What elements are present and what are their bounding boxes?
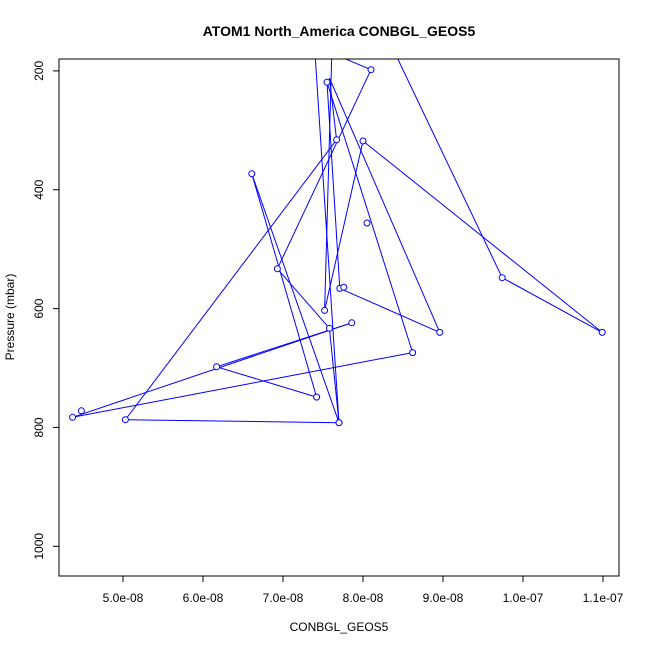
data-point <box>367 66 375 74</box>
x-tick-label: 7.0e-08 <box>263 591 304 605</box>
data-point <box>359 137 367 145</box>
series-segment <box>216 366 317 398</box>
chart-title: ATOM1 North_America CONBGL_GEOS5 <box>203 23 476 39</box>
series-segment <box>328 77 441 333</box>
series-segment <box>324 140 364 311</box>
x-axis-label: CONBGL_GEOS5 <box>290 620 389 634</box>
series-segment <box>344 59 372 71</box>
data-point <box>598 328 606 336</box>
y-axis: 200 400 600 800 1000 <box>32 61 59 560</box>
data-point <box>321 306 329 314</box>
data-point <box>348 319 356 327</box>
series-segment <box>276 69 372 270</box>
y-tick-label: 200 <box>32 61 46 81</box>
data-point <box>363 219 371 227</box>
data-point <box>121 416 129 424</box>
data-point <box>325 324 333 332</box>
data-point <box>333 136 341 144</box>
plot-area <box>69 59 606 427</box>
data-point <box>409 349 417 357</box>
series-segment <box>125 139 337 421</box>
y-tick-label: 600 <box>32 298 46 318</box>
data-point <box>335 419 343 427</box>
x-axis: 5.0e-08 6.0e-08 7.0e-08 8.0e-08 9.0e-08 1.0e-… <box>103 576 624 605</box>
data-point <box>340 283 348 291</box>
series-segment <box>251 173 318 398</box>
series-segment <box>72 322 352 418</box>
x-tick-label: 1.0e-07 <box>503 591 544 605</box>
plot-frame <box>58 58 620 577</box>
x-tick-label: 8.0e-08 <box>343 591 384 605</box>
data-point <box>436 328 444 336</box>
series-segment <box>277 268 330 329</box>
y-axis-label: Pressure (mbar) <box>3 274 17 361</box>
data-point <box>273 265 281 273</box>
data-point <box>213 363 221 371</box>
y-tick-label: 800 <box>32 417 46 437</box>
series-segment <box>324 59 333 311</box>
data-point <box>313 393 321 401</box>
x-tick-label: 9.0e-08 <box>423 591 464 605</box>
series-segment <box>326 82 414 353</box>
y-tick-label: 400 <box>32 179 46 199</box>
series-segment <box>339 287 441 333</box>
data-point <box>498 274 506 282</box>
series-segment <box>251 173 340 423</box>
data-point <box>77 407 85 415</box>
series-segment <box>328 328 340 423</box>
series-segment <box>397 59 503 278</box>
series-segment <box>501 277 603 333</box>
x-tick-label: 5.0e-08 <box>103 591 144 605</box>
data-point <box>323 78 331 86</box>
series-segment <box>125 419 340 424</box>
series-segment <box>72 352 413 418</box>
data-point <box>248 170 256 178</box>
data-point <box>69 413 77 421</box>
x-tick-label: 1.1e-07 <box>583 591 624 605</box>
x-tick-label: 6.0e-08 <box>183 591 224 605</box>
y-tick-label: 1000 <box>32 533 46 560</box>
